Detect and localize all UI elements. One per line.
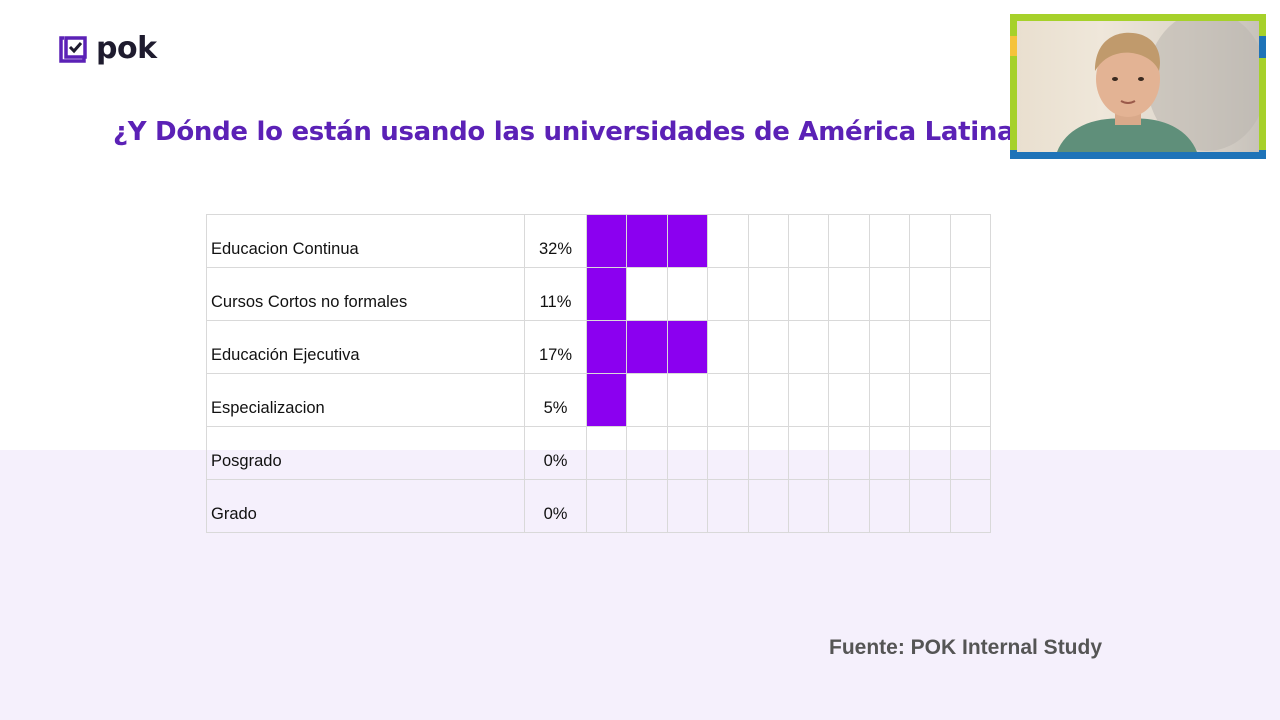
filled-box [585, 267, 628, 321]
webcam-accent-bottom [1010, 150, 1266, 159]
empty-box [666, 267, 709, 321]
table-row: Educación Ejecutiva 17% [206, 320, 991, 374]
empty-box [949, 426, 991, 480]
empty-box [868, 479, 911, 533]
empty-box [868, 373, 911, 427]
table-row: Posgrado 0% [206, 426, 991, 480]
row-percentage: 0% [524, 426, 587, 480]
row-percentage: 32% [524, 214, 587, 268]
empty-box [787, 479, 830, 533]
empty-box [909, 479, 951, 533]
empty-box [787, 214, 830, 268]
empty-box [949, 214, 991, 268]
empty-box [949, 479, 991, 533]
empty-box [585, 479, 628, 533]
filled-box [626, 320, 668, 374]
empty-box [828, 479, 870, 533]
row-label: Educacion Continua [206, 214, 525, 268]
row-label: Posgrado [206, 426, 525, 480]
filled-box [585, 320, 628, 374]
filled-box [585, 373, 628, 427]
filled-box [585, 214, 628, 268]
row-percentage: 11% [524, 267, 587, 321]
webcam-feed [1017, 21, 1259, 152]
empty-box [787, 267, 830, 321]
empty-box [747, 214, 789, 268]
empty-box [747, 373, 789, 427]
row-percentage: 5% [524, 373, 587, 427]
checkbox-logo-icon [59, 36, 87, 63]
filled-box [666, 214, 709, 268]
empty-box [707, 479, 749, 533]
empty-box [626, 426, 668, 480]
empty-box [747, 479, 789, 533]
empty-box [626, 373, 668, 427]
empty-box [626, 267, 668, 321]
logo-text: pok [96, 31, 157, 66]
empty-box [949, 267, 991, 321]
empty-box [707, 267, 749, 321]
empty-box [787, 373, 830, 427]
empty-box [666, 426, 709, 480]
empty-box [747, 320, 789, 374]
empty-box [828, 426, 870, 480]
row-label: Educación Ejecutiva [206, 320, 525, 374]
empty-box [666, 373, 709, 427]
empty-box [707, 320, 749, 374]
row-label: Especializacion [206, 373, 525, 427]
empty-box [787, 426, 830, 480]
empty-box [787, 320, 830, 374]
table-row: Cursos Cortos no formales 11% [206, 267, 991, 321]
empty-box [868, 267, 911, 321]
empty-box [868, 320, 911, 374]
slide-title: ¿Y Dónde lo están usando las universidad… [113, 117, 1030, 147]
row-percentage: 17% [524, 320, 587, 374]
empty-box [909, 426, 951, 480]
empty-box [707, 426, 749, 480]
row-label: Grado [206, 479, 525, 533]
empty-box [828, 320, 870, 374]
table-row: Grado 0% [206, 479, 991, 533]
empty-box [909, 267, 951, 321]
empty-box [868, 214, 911, 268]
person-video-icon [1057, 21, 1259, 152]
empty-box [707, 214, 749, 268]
empty-box [909, 320, 951, 374]
empty-box [828, 214, 870, 268]
empty-box [949, 320, 991, 374]
empty-box [707, 373, 749, 427]
usage-grid-table: Educacion Continua 32% Cursos Cortos no fo… [206, 214, 991, 533]
empty-box [747, 267, 789, 321]
empty-box [949, 373, 991, 427]
webcam-accent-yellow [1010, 36, 1020, 56]
empty-box [909, 373, 951, 427]
empty-box [828, 373, 870, 427]
empty-box [909, 214, 951, 268]
table-row: Especializacion 5% [206, 373, 991, 427]
empty-box [747, 426, 789, 480]
empty-box [666, 479, 709, 533]
filled-box [666, 320, 709, 374]
row-percentage: 0% [524, 479, 587, 533]
empty-box [585, 426, 628, 480]
row-label: Cursos Cortos no formales [206, 267, 525, 321]
table-row: Educacion Continua 32% [206, 214, 991, 268]
empty-box [828, 267, 870, 321]
source-note: Fuente: POK Internal Study [829, 636, 1103, 659]
filled-box [626, 214, 668, 268]
empty-box [626, 479, 668, 533]
pok-logo: pok [58, 32, 157, 66]
empty-box [868, 426, 911, 480]
